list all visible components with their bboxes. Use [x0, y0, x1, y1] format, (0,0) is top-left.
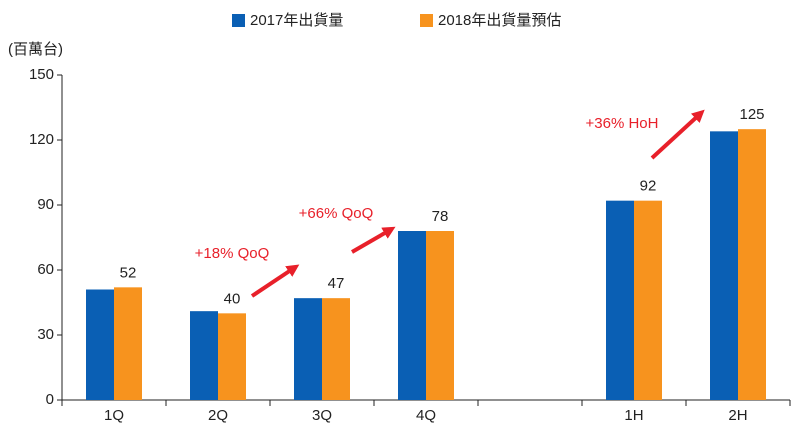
annotation-arrow [350, 226, 396, 254]
x-tick-label: 3Q [312, 407, 332, 424]
bar [190, 311, 218, 400]
bar [426, 231, 454, 400]
annotation: +36% HoH [586, 115, 659, 132]
y-tick-label: 120 [29, 131, 54, 148]
legend-swatch [232, 14, 245, 27]
y-tick-label: 30 [37, 326, 54, 343]
value-label: 52 [120, 264, 137, 281]
annotation-arrow [650, 109, 705, 160]
annotation: +66% QoQ [299, 205, 374, 222]
legend-label: 2017年出貨量 [250, 12, 343, 29]
x-tick-label: 2Q [208, 407, 228, 424]
bar [218, 313, 246, 400]
y-tick-label: 0 [46, 391, 54, 408]
y-axis-label: (百萬台) [8, 41, 63, 58]
value-label: 125 [739, 106, 764, 123]
bar [738, 129, 766, 400]
bar [710, 131, 738, 401]
bar [606, 200, 634, 400]
y-tick-label: 90 [37, 196, 54, 213]
y-tick-label: 60 [37, 261, 54, 278]
annotation-arrow [250, 264, 300, 298]
value-label: 78 [432, 208, 449, 225]
x-tick-label: 1Q [104, 407, 124, 424]
bar [114, 287, 142, 400]
legend-label: 2018年出貨量預估 [438, 12, 561, 29]
x-tick-label: 1H [624, 407, 643, 424]
value-label: 92 [640, 178, 657, 195]
bar [634, 200, 662, 400]
bar [398, 231, 426, 400]
bar [294, 298, 322, 400]
value-label: 47 [328, 275, 345, 292]
x-tick-label: 2H [728, 407, 747, 424]
value-label: 40 [224, 290, 241, 307]
y-tick-label: 150 [29, 66, 54, 83]
bar [322, 298, 350, 400]
legend-swatch [420, 14, 433, 27]
bar [86, 289, 114, 400]
x-tick-label: 4Q [416, 407, 436, 424]
annotation: +18% QoQ [195, 245, 270, 262]
